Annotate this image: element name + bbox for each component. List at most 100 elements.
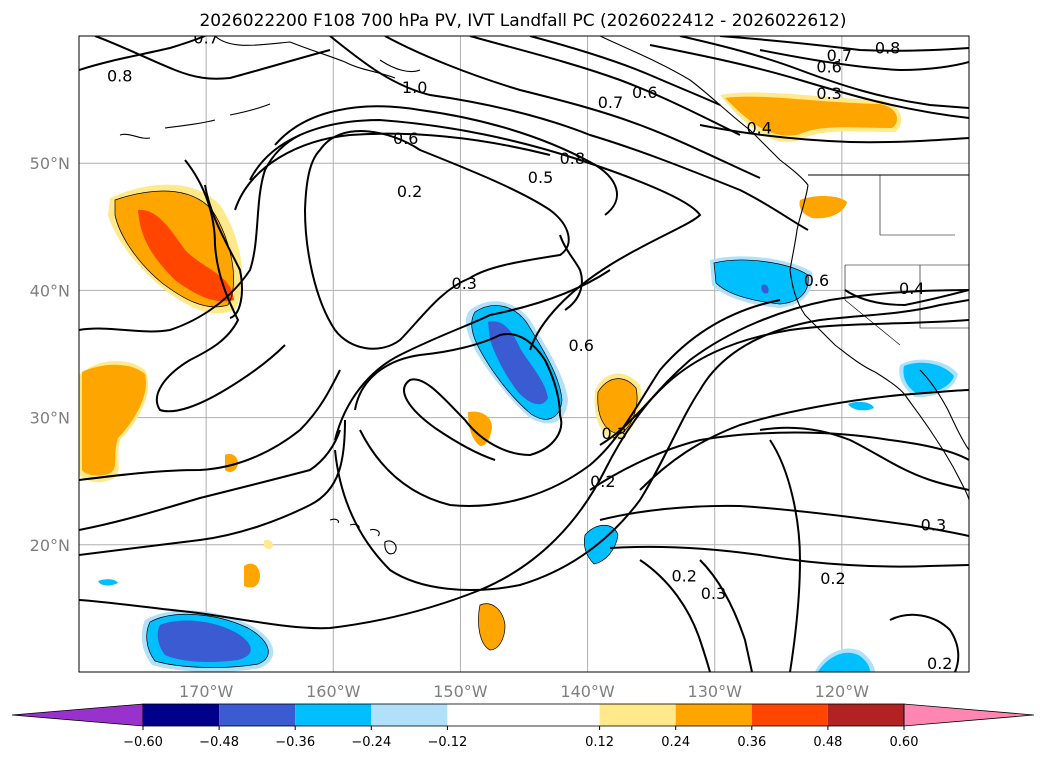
contour-label: 0.7	[598, 93, 623, 112]
anomaly-fill	[799, 196, 847, 219]
contour-label: 1.0	[402, 78, 427, 97]
coastlines	[119, 36, 969, 555]
anomaly-outlines	[114, 190, 809, 668]
pv-contour	[234, 132, 551, 211]
contour-label: 0.6	[816, 58, 841, 77]
contour-label: 0.3	[921, 515, 946, 534]
y-tick-label: 40°N	[30, 281, 70, 300]
pv-contour	[94, 36, 331, 80]
pv-contour	[469, 36, 741, 136]
x-axis-ticks: 170°W 160°W 150°W 140°W 130°W 120°W	[179, 682, 869, 701]
contour-label: 0.6	[568, 336, 593, 355]
anomaly-fill	[761, 284, 769, 294]
anomaly-outline	[114, 190, 234, 308]
anomaly-fill	[478, 603, 505, 650]
colorbar-tick-label: 0.36	[737, 735, 766, 750]
state-borders	[844, 175, 969, 346]
alaska-coast	[214, 36, 421, 79]
anomaly-fill	[903, 362, 954, 394]
anomaly-fill	[264, 539, 273, 549]
anomaly-fill	[468, 411, 492, 446]
pv-contour	[639, 389, 969, 491]
canada-coast	[599, 36, 809, 186]
colorbar-segment	[295, 704, 372, 726]
colorbar-segment	[371, 704, 448, 726]
pv-contour	[359, 299, 781, 507]
colorbar-segment	[827, 704, 904, 726]
pv-contour	[609, 545, 969, 568]
pv-contour	[589, 431, 969, 491]
negative-anomaly-fills	[98, 256, 958, 672]
colorbar-segment	[143, 704, 220, 726]
pv-contour	[559, 234, 583, 311]
anomaly-fill	[488, 321, 548, 405]
pv-contour	[274, 105, 618, 216]
contour-label: 0.4	[746, 119, 771, 138]
colorbar-tick-label: 0.24	[661, 735, 690, 750]
anomaly-fill	[848, 401, 874, 411]
anomaly-outline	[478, 603, 506, 651]
anomaly-fill	[98, 579, 118, 586]
x-tick-label: 130°W	[688, 682, 743, 701]
contour-label: 0.3	[701, 584, 726, 603]
anomaly-fill	[714, 260, 809, 304]
contour-label: 0.2	[820, 569, 845, 588]
pv-contour	[384, 36, 761, 179]
pv-contour	[529, 36, 721, 106]
pv-contour	[79, 36, 206, 71]
x-tick-label: 170°W	[179, 682, 234, 701]
anomaly-fill	[244, 563, 260, 588]
colorbar-tick-label: 0.60	[890, 735, 919, 750]
contour-label: 0.5	[528, 168, 553, 187]
positive-anomaly-fills	[79, 92, 902, 650]
pv-contour	[155, 159, 286, 413]
anomaly-outline	[597, 378, 638, 435]
contour-label: 0.8	[875, 38, 900, 57]
pv-contour	[719, 36, 969, 52]
pv-contour	[204, 184, 243, 319]
colorbar-segment	[447, 704, 600, 726]
pv-contour	[79, 289, 969, 630]
chart-title: 2026022200 F108 700 hPa PV, IVT Landfall…	[199, 11, 846, 31]
y-tick-label: 50°N	[30, 154, 70, 173]
pv-contour	[699, 124, 969, 144]
pv-contour	[249, 118, 702, 351]
anomaly-fill	[725, 96, 897, 136]
colorbar-frame	[142, 703, 905, 727]
pv-contour	[303, 130, 570, 350]
colorbar-tick-label: 0.48	[813, 735, 842, 750]
pv-contour	[79, 134, 301, 333]
colorbar-tick-label: −0.36	[275, 735, 315, 750]
contour-label: 0.2	[590, 472, 615, 491]
map-area: 0.70.81.00.60.20.50.80.70.60.40.30.60.7 0…	[79, 28, 969, 673]
colorbar-segment	[751, 704, 828, 726]
pv-contour	[79, 369, 341, 481]
pv-contour	[759, 426, 969, 491]
colorbar-extend-low	[11, 703, 144, 727]
pv-contour	[639, 559, 711, 672]
colorbar-segment	[219, 704, 296, 726]
pv-contour	[354, 333, 563, 461]
x-tick-label: 120°W	[815, 682, 870, 701]
colorbar: −0.60 −0.48 −0.36 −0.24 −0.12 0.12 0.24 0.36 0.4…	[11, 703, 1035, 750]
contour-label: 0.7	[193, 28, 218, 47]
contour-label: 0.8	[107, 66, 132, 85]
pv-contour	[79, 429, 341, 531]
contour-label: 0.2	[927, 654, 952, 673]
contour-label: 0.3	[816, 84, 841, 103]
contour-label: 0.4	[899, 279, 924, 298]
us-west-coast	[789, 184, 906, 396]
contour-label: 0.2	[397, 182, 422, 201]
colorbar-extend-high	[903, 703, 1035, 727]
pv-contour	[599, 504, 969, 537]
contour-label: 0.6	[804, 271, 829, 290]
pv-contours	[79, 36, 969, 672]
contour-label: 0.6	[393, 129, 418, 148]
contour-label: 0.3	[602, 424, 627, 443]
y-tick-label: 30°N	[30, 409, 70, 428]
anomaly-outline	[471, 305, 563, 420]
pv-contour	[699, 559, 753, 672]
x-tick-label: 160°W	[306, 682, 361, 701]
contour-label: 0.2	[671, 566, 696, 585]
